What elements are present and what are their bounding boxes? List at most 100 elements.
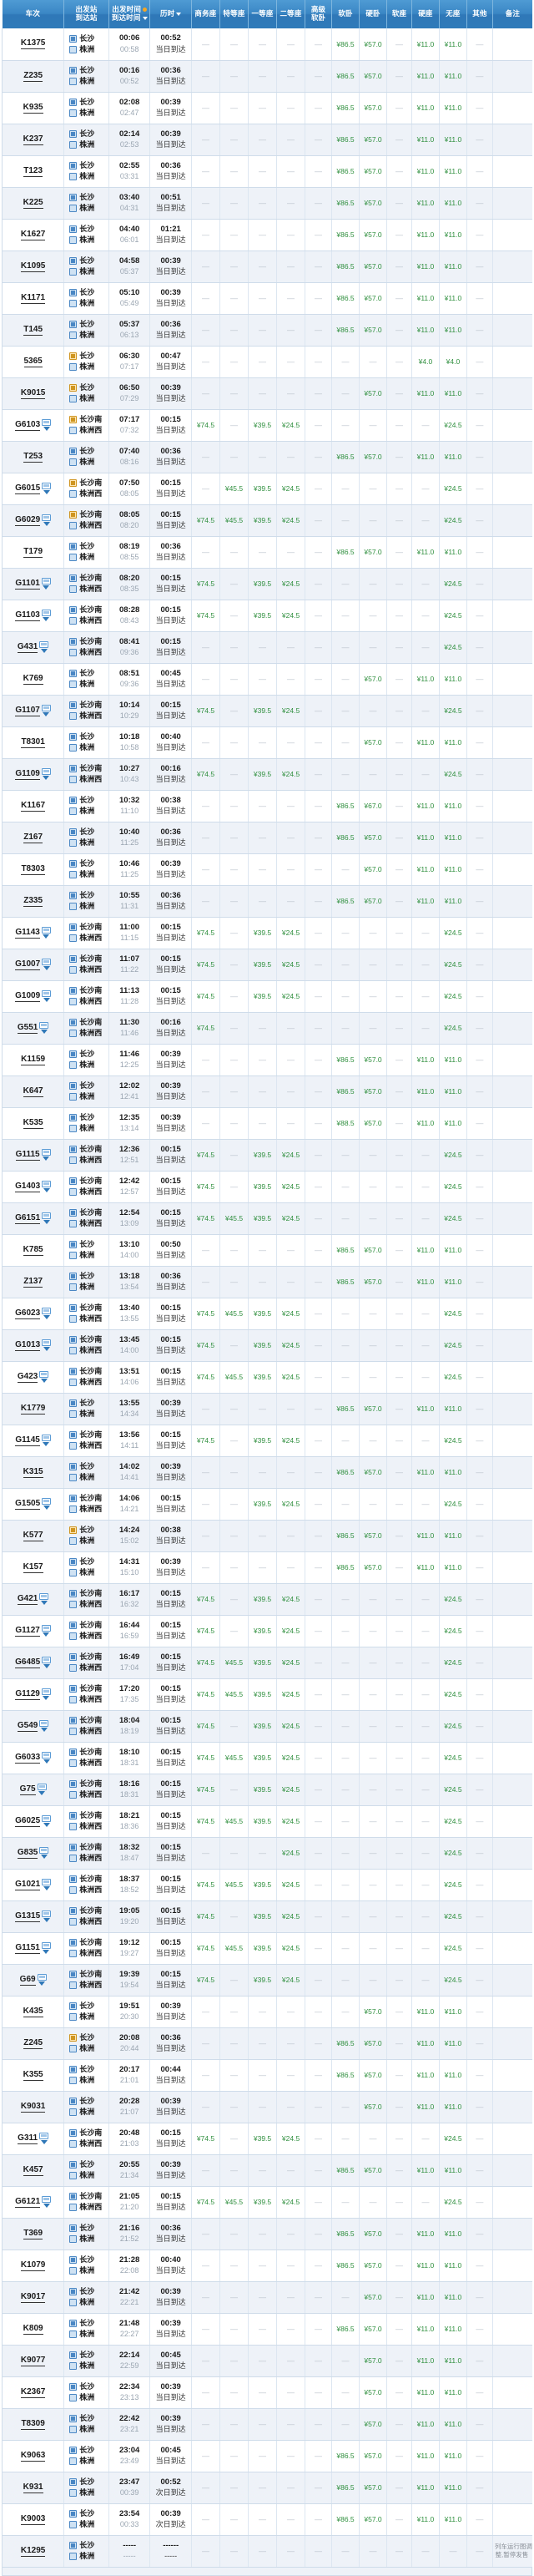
price-soft-sleeper[interactable]: ¥86.5 bbox=[331, 92, 360, 124]
emu-train-icon[interactable] bbox=[42, 1752, 52, 1764]
price-business-seat[interactable]: ¥74.5 bbox=[191, 1774, 220, 1806]
price-no-seat[interactable]: ¥11.0 bbox=[439, 2281, 467, 2314]
price-soft-sleeper[interactable]: ¥86.5 bbox=[331, 219, 360, 251]
price-hard-seat[interactable]: ¥11.0 bbox=[411, 853, 440, 886]
price-no-seat[interactable]: ¥24.5 bbox=[439, 917, 467, 949]
price-no-seat[interactable]: ¥24.5 bbox=[439, 1425, 467, 1457]
price-hard-sleeper[interactable]: ¥57.0 bbox=[359, 1996, 388, 2028]
price-special-seat[interactable]: ¥45.5 bbox=[219, 1647, 249, 1679]
train-number-link[interactable]: Z245 bbox=[23, 2037, 43, 2049]
train-number-cell[interactable]: G1009 bbox=[1, 980, 65, 1013]
table-row[interactable]: K1167 长沙 株洲 10:32 11:10 00:38 当日到达 — — — — — ¥86.5 ¥6… bbox=[1, 790, 532, 822]
price-second-class-seat[interactable]: ¥24.5 bbox=[276, 1139, 306, 1172]
price-business-seat[interactable]: ¥74.5 bbox=[191, 1583, 220, 1616]
price-no-seat[interactable]: ¥24.5 bbox=[439, 758, 467, 791]
price-no-seat[interactable]: ¥24.5 bbox=[439, 980, 467, 1013]
price-no-seat[interactable]: ¥24.5 bbox=[439, 1869, 467, 1901]
emu-train-icon[interactable] bbox=[42, 1498, 52, 1510]
price-hard-seat[interactable]: ¥11.0 bbox=[411, 377, 440, 410]
table-row[interactable]: G1129 长沙南 株洲西 17:20 17:35 00:15 当日到达 ¥74.5 ¥45.5… bbox=[1, 1678, 532, 1711]
price-no-seat[interactable]: ¥11.0 bbox=[439, 2440, 467, 2472]
train-number-cell[interactable]: K1171 bbox=[1, 282, 65, 315]
price-hard-sleeper[interactable]: ¥57.0 bbox=[359, 1520, 388, 1552]
price-no-seat[interactable]: ¥11.0 bbox=[439, 2250, 467, 2282]
price-no-seat[interactable]: ¥24.5 bbox=[439, 1298, 467, 1330]
price-no-seat[interactable]: ¥11.0 bbox=[439, 2218, 467, 2250]
train-number-link[interactable]: K931 bbox=[23, 2482, 43, 2493]
price-hard-seat[interactable]: ¥11.0 bbox=[411, 2313, 440, 2346]
price-business-seat[interactable]: ¥74.5 bbox=[191, 917, 220, 949]
train-number-cell[interactable]: T179 bbox=[1, 536, 65, 569]
price-hard-seat[interactable]: ¥11.0 bbox=[411, 1044, 440, 1076]
price-soft-sleeper[interactable]: ¥86.5 bbox=[331, 1456, 360, 1489]
price-hard-sleeper[interactable]: ¥57.0 bbox=[359, 2218, 388, 2250]
table-row[interactable]: K355 长沙 株洲 20:17 21:01 00:44 当日到达 — — — — — ¥86.5 ¥57… bbox=[1, 2059, 532, 2092]
table-row[interactable]: G75 长沙南 株洲西 18:16 18:31 00:15 当日到达 ¥74.5— ¥39.5 ¥… bbox=[1, 1774, 532, 1806]
train-number-cell[interactable]: K769 bbox=[1, 663, 65, 696]
price-second-class-seat[interactable]: ¥24.5 bbox=[276, 1361, 306, 1394]
table-row[interactable]: K535 长沙 株洲 12:35 13:14 00:39 当日到达 — — — — — ¥88.5 ¥57… bbox=[1, 1107, 532, 1140]
price-second-class-seat[interactable]: ¥24.5 bbox=[276, 1774, 306, 1806]
price-second-class-seat[interactable]: ¥24.5 bbox=[276, 758, 306, 791]
train-number-cell[interactable]: G1107 bbox=[1, 695, 65, 727]
table-row[interactable]: K315 长沙 株洲 14:02 14:41 00:39 当日到达 — — — — — ¥86.5 ¥57… bbox=[1, 1456, 532, 1489]
train-number-cell[interactable]: K9063 bbox=[1, 2440, 65, 2472]
price-first-class-seat[interactable]: ¥39.5 bbox=[248, 1488, 278, 1521]
price-second-class-seat[interactable]: ¥24.5 bbox=[276, 949, 306, 981]
price-no-seat[interactable]: ¥24.5 bbox=[439, 631, 467, 664]
train-number-link[interactable]: K785 bbox=[23, 1244, 43, 1256]
table-row[interactable]: G549 长沙南 株洲西 18:04 18:19 00:15 当日到达 ¥74.5— ¥39.5… bbox=[1, 1710, 532, 1743]
emu-train-icon[interactable] bbox=[42, 1657, 52, 1668]
table-row[interactable]: K1627 长沙 株洲 04:40 06:01 01:21 当日到达 — — — — — ¥86.5 ¥5… bbox=[1, 219, 532, 251]
price-soft-sleeper[interactable]: ¥86.5 bbox=[331, 282, 360, 315]
price-hard-sleeper[interactable]: ¥57.0 bbox=[359, 2313, 388, 2346]
train-number-cell[interactable]: K157 bbox=[1, 1551, 65, 1584]
train-number-cell[interactable]: K535 bbox=[1, 1107, 65, 1140]
sort-desc-icon[interactable] bbox=[142, 16, 148, 20]
price-business-seat[interactable]: ¥74.5 bbox=[191, 504, 220, 537]
price-hard-seat[interactable]: ¥11.0 bbox=[411, 1393, 440, 1425]
price-no-seat[interactable]: ¥11.0 bbox=[439, 790, 467, 822]
train-number-link[interactable]: G421 bbox=[17, 1593, 38, 1605]
train-number-link[interactable]: K1295 bbox=[20, 2545, 46, 2557]
price-hard-sleeper[interactable]: ¥57.0 bbox=[359, 219, 388, 251]
train-number-cell[interactable]: G6025 bbox=[1, 1805, 65, 1838]
price-hard-seat[interactable]: ¥11.0 bbox=[411, 2250, 440, 2282]
price-hard-seat[interactable]: ¥11.0 bbox=[411, 282, 440, 315]
table-row[interactable]: K1095 长沙 株洲 04:58 05:37 00:39 当日到达 — — — — — ¥86.5 ¥5… bbox=[1, 251, 532, 283]
price-special-seat[interactable]: ¥45.5 bbox=[219, 1361, 249, 1394]
price-soft-sleeper[interactable]: ¥86.5 bbox=[331, 790, 360, 822]
train-number-cell[interactable]: K457 bbox=[1, 2154, 65, 2187]
price-second-class-seat[interactable]: ¥24.5 bbox=[276, 1964, 306, 1997]
train-number-cell[interactable]: K647 bbox=[1, 1075, 65, 1108]
price-first-class-seat[interactable]: ¥39.5 bbox=[248, 1139, 278, 1172]
train-number-cell[interactable]: G75 bbox=[1, 1774, 65, 1806]
table-row[interactable]: Z335 长沙 株洲 10:55 11:31 00:36 当日到达 — — — — — ¥86.5 ¥57… bbox=[1, 885, 532, 918]
price-hard-seat[interactable]: ¥11.0 bbox=[411, 28, 440, 61]
train-number-cell[interactable]: G431 bbox=[1, 631, 65, 664]
train-number-cell[interactable]: G1127 bbox=[1, 1615, 65, 1647]
emu-train-icon[interactable] bbox=[42, 1339, 52, 1351]
price-second-class-seat[interactable]: ¥24.5 bbox=[276, 473, 306, 505]
price-no-seat[interactable]: ¥11.0 bbox=[439, 441, 467, 473]
train-number-link[interactable]: T8301 bbox=[21, 736, 45, 748]
train-number-link[interactable]: G1107 bbox=[15, 705, 40, 716]
train-number-link[interactable]: G75 bbox=[19, 1784, 36, 1795]
train-number-cell[interactable]: G1145 bbox=[1, 1425, 65, 1457]
train-number-cell[interactable]: G69 bbox=[1, 1964, 65, 1997]
price-hard-seat[interactable]: ¥11.0 bbox=[411, 2472, 440, 2504]
train-number-cell[interactable]: G421 bbox=[1, 1583, 65, 1616]
train-number-cell[interactable]: K9003 bbox=[1, 2503, 65, 2536]
price-soft-sleeper[interactable]: ¥86.5 bbox=[331, 1520, 360, 1552]
train-number-cell[interactable]: G1151 bbox=[1, 1932, 65, 1965]
price-second-class-seat[interactable]: ¥24.5 bbox=[276, 695, 306, 727]
price-no-seat[interactable]: ¥11.0 bbox=[439, 124, 467, 156]
table-row[interactable]: G1103 长沙南 株洲西 08:28 08:43 00:15 当日到达 ¥74.5— ¥39.… bbox=[1, 600, 532, 632]
price-hard-sleeper[interactable]: ¥57.0 bbox=[359, 314, 388, 347]
emu-train-icon[interactable] bbox=[42, 990, 52, 1002]
price-no-seat[interactable]: ¥24.5 bbox=[439, 1583, 467, 1616]
train-number-link[interactable]: K935 bbox=[23, 102, 43, 114]
train-number-cell[interactable]: G1007 bbox=[1, 949, 65, 981]
price-no-seat[interactable]: ¥24.5 bbox=[439, 409, 467, 442]
price-first-class-seat[interactable]: ¥39.5 bbox=[248, 568, 278, 600]
